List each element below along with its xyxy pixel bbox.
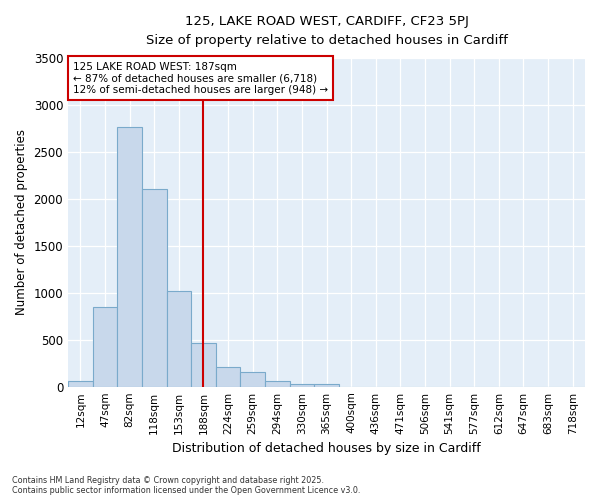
Bar — [117, 128, 142, 386]
Text: Contains HM Land Registry data © Crown copyright and database right 2025.
Contai: Contains HM Land Registry data © Crown c… — [12, 476, 361, 495]
Bar — [191, 344, 216, 386]
Bar — [241, 372, 265, 386]
Bar — [92, 307, 117, 386]
Bar — [314, 384, 339, 386]
Title: 125, LAKE ROAD WEST, CARDIFF, CF23 5PJ
Size of property relative to detached hou: 125, LAKE ROAD WEST, CARDIFF, CF23 5PJ S… — [146, 15, 508, 47]
Bar — [142, 190, 167, 386]
Y-axis label: Number of detached properties: Number of detached properties — [15, 130, 28, 316]
Bar — [290, 384, 314, 386]
Bar — [167, 291, 191, 386]
Bar — [216, 367, 241, 386]
Bar — [68, 381, 92, 386]
Text: 125 LAKE ROAD WEST: 187sqm
← 87% of detached houses are smaller (6,718)
12% of s: 125 LAKE ROAD WEST: 187sqm ← 87% of deta… — [73, 62, 328, 95]
X-axis label: Distribution of detached houses by size in Cardiff: Distribution of detached houses by size … — [172, 442, 481, 455]
Bar — [265, 381, 290, 386]
